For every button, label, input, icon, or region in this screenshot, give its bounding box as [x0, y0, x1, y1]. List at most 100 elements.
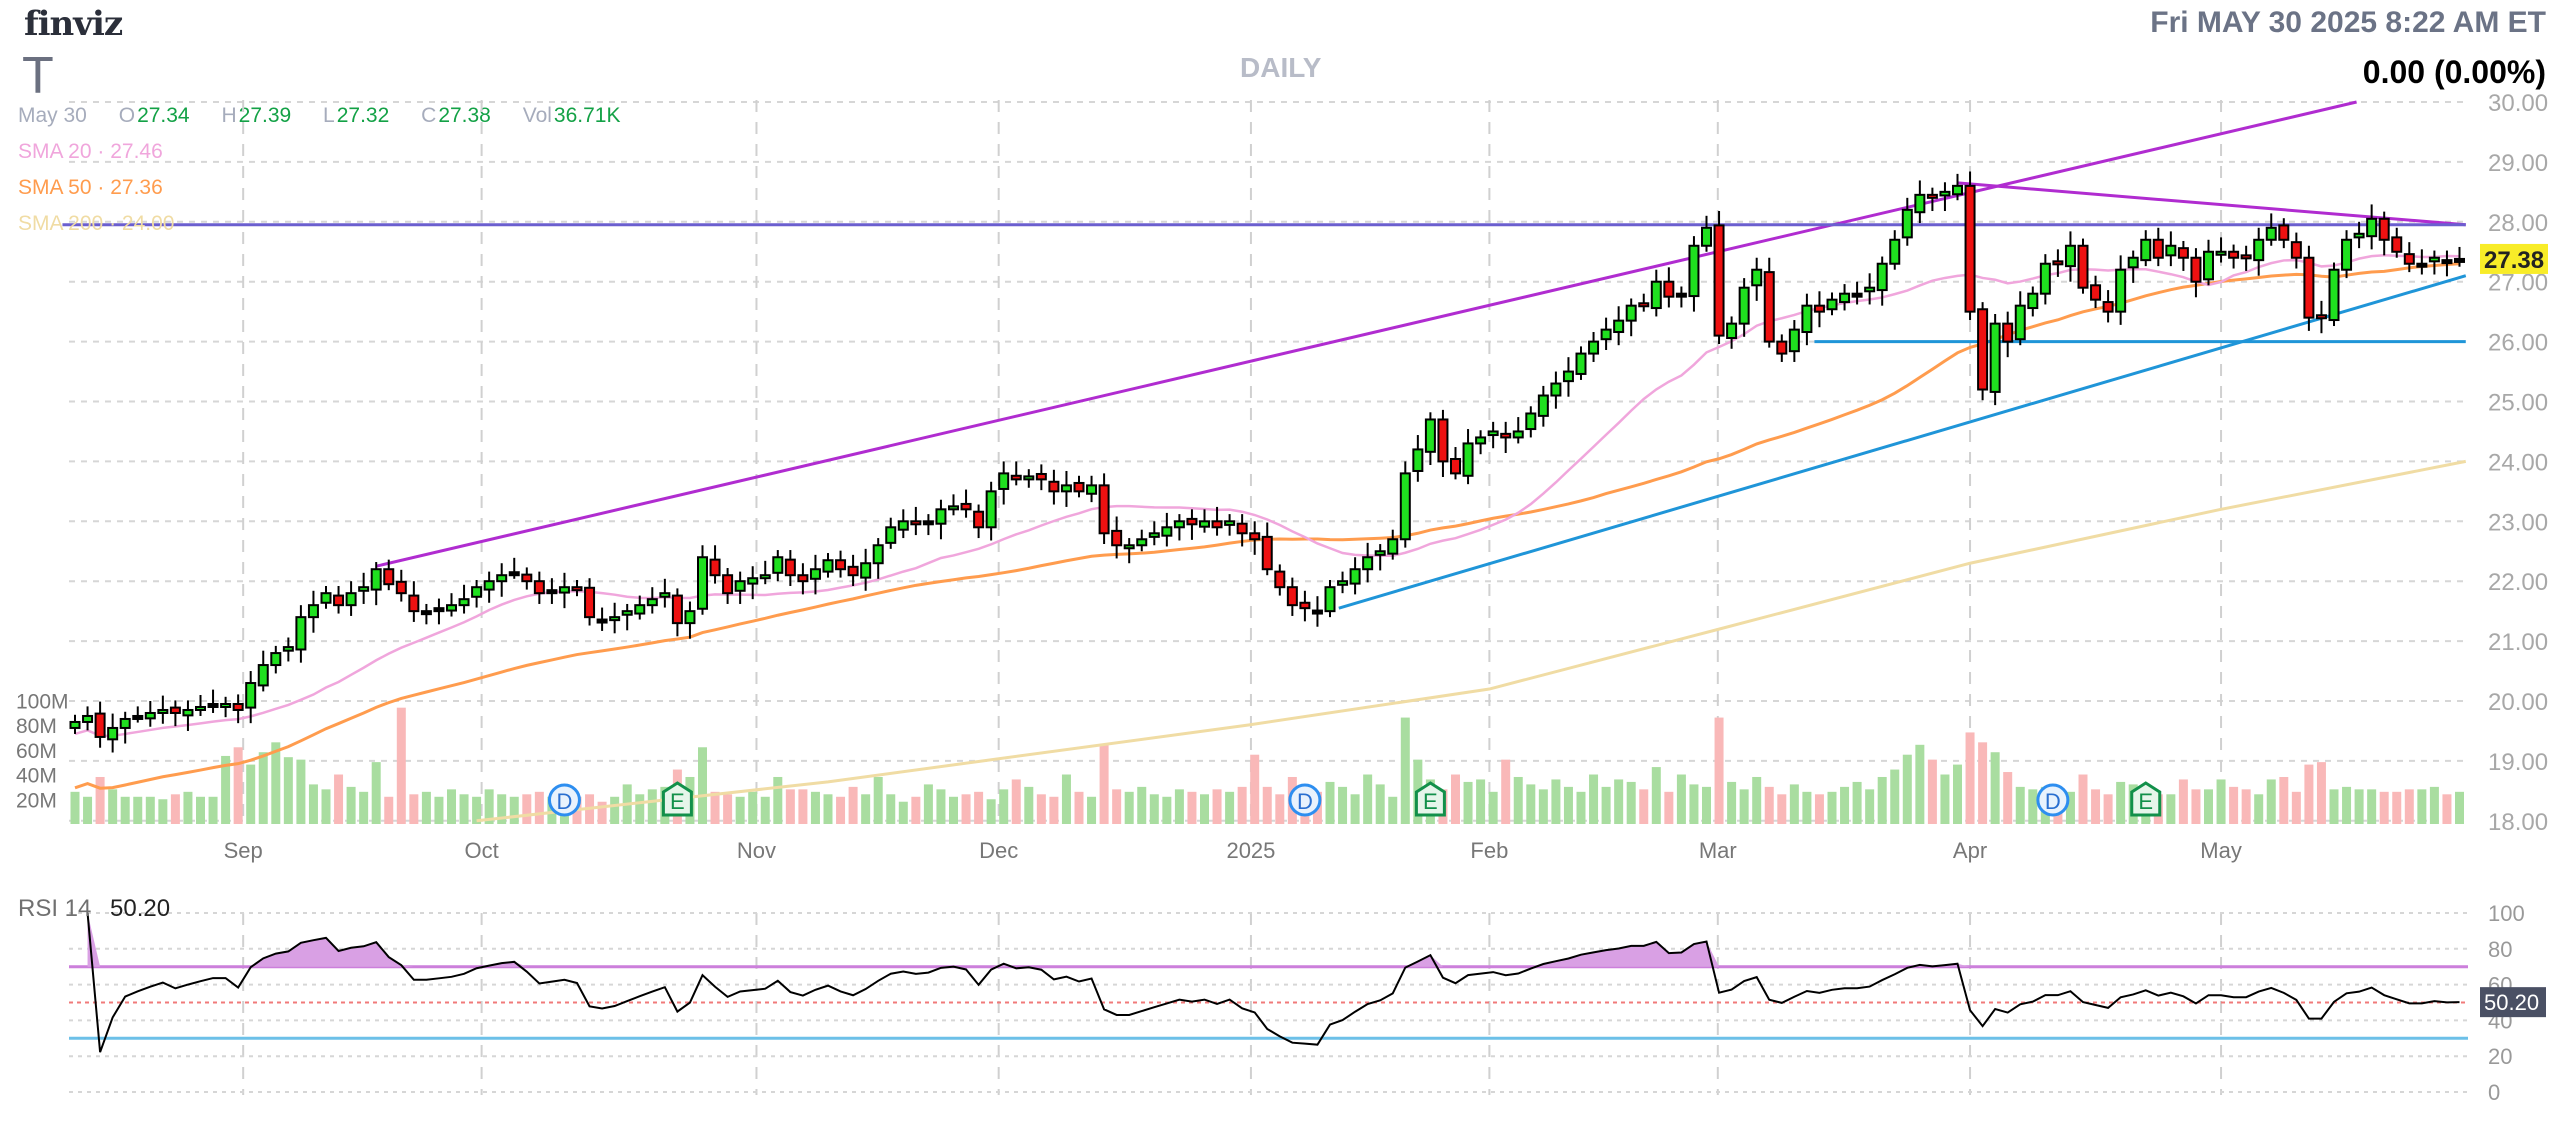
- candle-body: [257, 664, 269, 687]
- candle: [835, 550, 847, 578]
- volume-bar: [936, 789, 946, 824]
- candle-body: [2366, 217, 2378, 238]
- volume-bar: [1626, 781, 1636, 824]
- candle-body: [1362, 556, 1374, 571]
- price-axis-label: 23.00: [2488, 509, 2548, 536]
- candle: [345, 581, 357, 616]
- candle-body: [1914, 193, 1926, 214]
- candle: [998, 461, 1010, 505]
- candle: [2052, 249, 2064, 277]
- candle-body: [1751, 268, 1763, 287]
- volume-bar: [1990, 752, 2000, 824]
- rsi-value-badge-label: 50.20: [2484, 990, 2539, 1015]
- sma200-legend[interactable]: SMA 200 · 24.00: [18, 212, 175, 235]
- volume-bar: [1225, 791, 1235, 824]
- candle-body: [558, 586, 570, 594]
- sma50-legend[interactable]: SMA 50 · 27.36: [18, 176, 163, 199]
- candle: [2064, 231, 2076, 282]
- rsi-axis-label: 0: [2488, 1080, 2500, 1105]
- candle-body: [1374, 550, 1386, 556]
- volume-bar: [2379, 791, 2389, 824]
- candle-body: [1788, 328, 1800, 353]
- x-axis-label: May: [2200, 838, 2242, 863]
- volume-bar: [158, 799, 168, 824]
- candle: [2014, 291, 2026, 346]
- candle: [2152, 227, 2164, 267]
- rsi-axis-label: 100: [2488, 901, 2525, 926]
- candle: [1751, 257, 1763, 301]
- candle: [1337, 571, 1349, 594]
- candle-body: [809, 568, 821, 580]
- candle-body: [2290, 241, 2302, 259]
- candle-body: [1173, 520, 1185, 529]
- volume-bar: [773, 776, 783, 824]
- candle: [1349, 557, 1361, 595]
- volume-axis-label: 80M: [16, 715, 57, 738]
- volume-bar: [2392, 791, 2402, 824]
- candle: [1073, 475, 1085, 498]
- volume-bar: [409, 794, 419, 824]
- candle: [2391, 227, 2403, 258]
- volume-bar: [1099, 744, 1109, 824]
- candle-body: [2027, 292, 2039, 310]
- volume-bar: [1451, 774, 1460, 824]
- candle: [1813, 291, 1825, 328]
- volume-bar: [2204, 789, 2213, 824]
- volume-bar: [170, 794, 180, 824]
- candle-body: [922, 520, 934, 526]
- candle: [2454, 246, 2465, 267]
- candle-body: [1387, 538, 1399, 555]
- price-axis-label: 19.00: [2488, 749, 2548, 776]
- volume-bar: [1074, 791, 1084, 824]
- volume-bar: [1902, 754, 1912, 824]
- volume-bar: [1275, 794, 1285, 824]
- candle-body: [935, 508, 947, 525]
- candle-body: [671, 594, 683, 625]
- candle-body: [1813, 304, 1825, 313]
- candle: [94, 701, 106, 748]
- candle: [1286, 577, 1298, 616]
- candle: [2027, 286, 2039, 317]
- candle: [609, 602, 621, 634]
- dividend-marker-label: D: [557, 789, 573, 814]
- candle: [2077, 238, 2089, 294]
- candle-body: [107, 726, 119, 741]
- rsi-value-badge: [2480, 987, 2546, 1018]
- candle: [1600, 317, 1612, 350]
- volume-bar: [1940, 774, 1950, 824]
- volume-bar: [2455, 791, 2464, 824]
- volume-bar: [1476, 779, 1486, 824]
- volume-bar: [2003, 772, 2013, 824]
- volume-axis-label: 20M: [16, 789, 57, 812]
- candle: [2278, 218, 2290, 249]
- candle: [1249, 521, 1261, 555]
- candle: [282, 637, 294, 662]
- candle-body: [1148, 532, 1160, 538]
- sma20-legend[interactable]: SMA 20 · 27.46: [18, 140, 163, 163]
- candle-body: [835, 559, 847, 571]
- volume-bar: [1538, 789, 1548, 824]
- earnings-marker: [661, 781, 693, 817]
- candle: [1638, 293, 1650, 312]
- candle: [1311, 596, 1323, 627]
- volume-bar: [221, 755, 231, 824]
- candle: [2328, 262, 2340, 327]
- finviz-logo[interactable]: finviz: [24, 4, 123, 44]
- candle: [82, 706, 94, 731]
- dividend-marker-label: D: [1297, 789, 1313, 814]
- candle-body: [1136, 538, 1148, 547]
- volume-bar: [1526, 784, 1536, 824]
- candle-body: [1073, 481, 1085, 493]
- candle: [1274, 564, 1286, 596]
- volume-bar: [1689, 784, 1699, 824]
- volume-bar: [2103, 794, 2113, 824]
- sma200-label: SMA 200: [18, 212, 104, 235]
- volume-bar: [1802, 791, 1812, 824]
- sma200-value: 24.00: [121, 212, 175, 235]
- candle: [860, 548, 872, 591]
- candle: [1023, 469, 1035, 488]
- candle-body: [709, 558, 721, 577]
- volume-bar: [2166, 794, 2176, 824]
- candle: [1914, 180, 1926, 223]
